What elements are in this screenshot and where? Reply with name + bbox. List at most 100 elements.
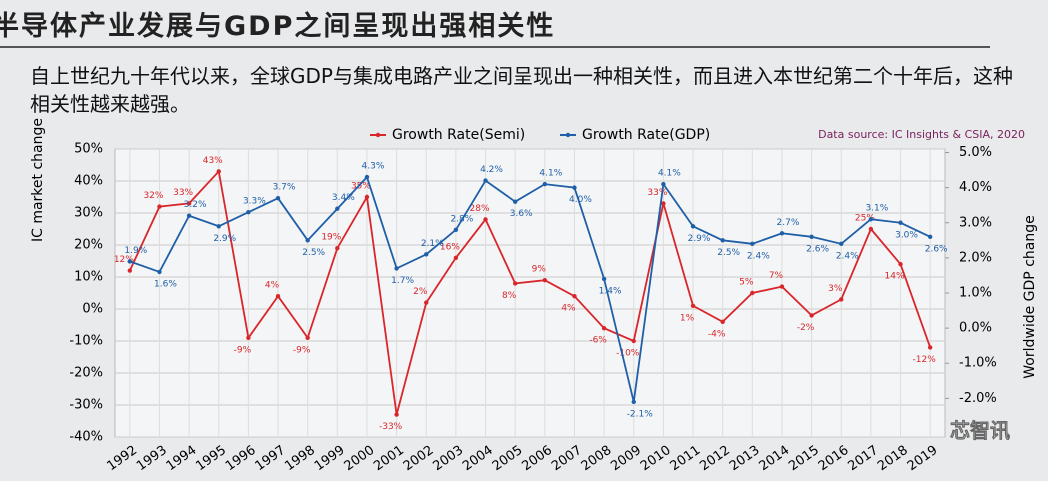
y-axis-label: IC market change <box>30 118 46 242</box>
value-label: 2.4% <box>747 251 770 261</box>
value-label: 33% <box>173 188 193 198</box>
x-tick-label: 2005 <box>490 443 526 474</box>
value-label: 3.7% <box>273 183 296 193</box>
x-tick-label: 1999 <box>312 443 348 474</box>
point <box>512 281 518 286</box>
value-label: 2.9% <box>213 234 236 244</box>
x-tick-label: 1995 <box>193 443 229 474</box>
point <box>305 238 310 243</box>
value-label: 19% <box>321 233 341 243</box>
value-label: 9% <box>532 265 547 275</box>
y-tick-label: 10% <box>74 270 103 285</box>
series-line <box>129 169 932 415</box>
point <box>364 194 370 200</box>
value-label: 2.4% <box>836 251 859 261</box>
value-label: -2% <box>797 323 815 333</box>
series-line <box>129 175 931 403</box>
y2-axis-label: Worldwide GDP change <box>1022 215 1038 378</box>
point <box>483 217 488 222</box>
value-label: 16% <box>440 242 460 252</box>
point <box>394 412 399 417</box>
point <box>898 262 903 267</box>
y-tick-label: 0% <box>82 302 103 317</box>
value-label: 3.0% <box>895 230 918 240</box>
value-label: 1% <box>680 313 695 323</box>
y-tick-label: 40% <box>74 174 103 189</box>
point <box>275 294 281 299</box>
value-label: 7% <box>769 271 784 281</box>
value-label: 4.2% <box>480 165 503 175</box>
legend-marker <box>375 132 381 138</box>
point <box>661 201 666 206</box>
point <box>246 210 251 215</box>
value-label: 32% <box>143 191 163 201</box>
value-label: -33% <box>379 422 403 432</box>
x-tick-label: 2012 <box>697 443 733 474</box>
point <box>246 335 251 340</box>
point <box>720 319 725 324</box>
value-label: 35% <box>351 182 371 192</box>
point <box>542 278 548 283</box>
point <box>927 234 933 240</box>
value-label: -6% <box>589 336 607 346</box>
point <box>127 268 133 273</box>
value-label: 1.7% <box>391 276 414 286</box>
x-tick-label: 2013 <box>727 443 763 474</box>
source-note: Data source: IC Insights & CSIA, 2020 <box>818 128 1025 141</box>
value-label: 2.7% <box>777 218 800 228</box>
point <box>335 246 340 251</box>
x-tick-label: 2008 <box>579 443 615 474</box>
point <box>601 326 607 331</box>
value-label: -12% <box>913 355 937 365</box>
value-label: 2.6% <box>806 244 829 254</box>
point <box>157 204 162 209</box>
point <box>364 174 370 180</box>
point <box>453 227 459 232</box>
value-label: 14% <box>885 272 905 282</box>
point <box>631 399 636 405</box>
point <box>512 199 518 204</box>
x-tick-label: 2011 <box>668 443 704 474</box>
x-tick-label: 1993 <box>134 443 170 474</box>
value-label: 4% <box>561 304 576 314</box>
y-tick-label: -10% <box>69 334 103 349</box>
point <box>186 201 192 206</box>
y2-tick-label: -1.0% <box>959 356 997 371</box>
value-label: 12% <box>114 255 134 265</box>
value-label: 2.9% <box>688 234 711 244</box>
y-tick-label: -20% <box>69 366 103 381</box>
value-label: -10% <box>616 349 640 359</box>
point <box>216 169 221 174</box>
y2-tick-label: 2.0% <box>959 250 992 265</box>
point <box>631 338 636 344</box>
y2-tick-label: 0.0% <box>959 321 992 336</box>
value-label: 3% <box>828 284 843 294</box>
point <box>275 195 281 201</box>
y2-tick-label: 4.0% <box>959 180 992 195</box>
plot-area <box>114 148 946 438</box>
point <box>690 224 696 229</box>
value-label: 4.0% <box>569 195 592 205</box>
point <box>779 231 785 236</box>
point <box>690 303 696 308</box>
x-tick-label: 2001 <box>371 443 407 474</box>
value-label: 28% <box>470 204 490 214</box>
point <box>661 181 666 187</box>
value-label: 1.9% <box>124 246 147 256</box>
value-label: 3.2% <box>184 200 207 210</box>
x-tick-label: 1997 <box>253 443 289 474</box>
x-tick-label: 2004 <box>460 443 496 474</box>
x-tick-label: 2000 <box>342 443 378 474</box>
x-tick-label: 2009 <box>608 443 644 474</box>
value-label: -2.1% <box>627 409 654 419</box>
y-tick-label: 20% <box>74 238 103 253</box>
legend-marker <box>565 132 571 138</box>
point <box>127 259 133 264</box>
point <box>809 234 814 240</box>
paragraph: 自上世纪九十年代以来，全球GDP与集成电路产业之间呈现出一种相关性，而且进入本世… <box>30 64 1013 116</box>
point <box>839 297 844 302</box>
point <box>572 294 577 299</box>
value-label: -4% <box>708 329 726 339</box>
title-rule <box>0 46 990 48</box>
